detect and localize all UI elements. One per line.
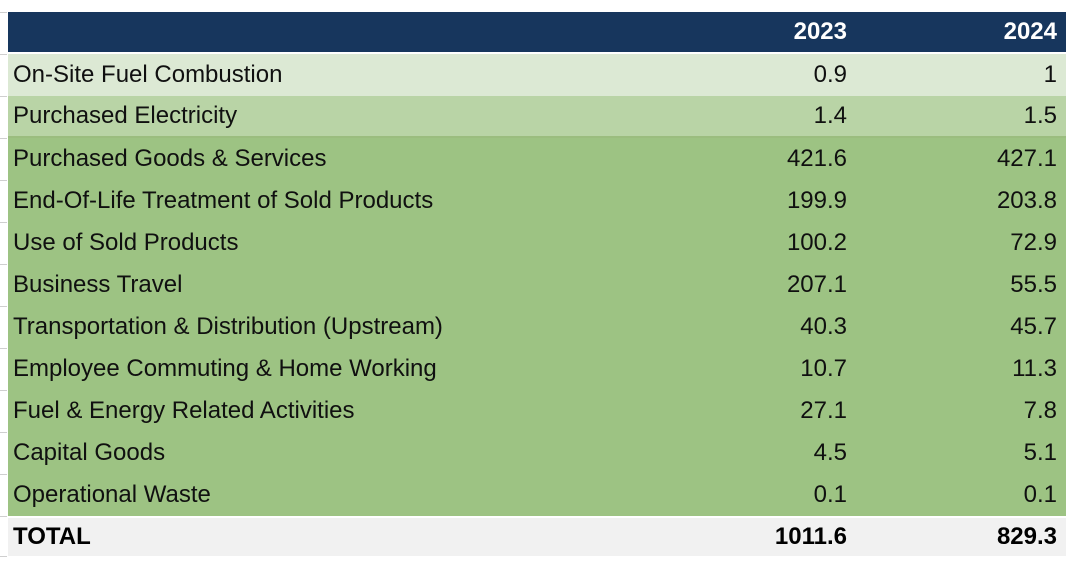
table-row: Capital Goods 4.5 5.1	[8, 432, 1066, 474]
value-2023-cell[interactable]: 27.1	[645, 390, 856, 432]
table-row: Purchased Electricity 1.4 1.5	[8, 96, 1066, 138]
value-2023-cell[interactable]: 40.3	[645, 306, 856, 348]
gridline-tick	[0, 306, 7, 307]
value-2024-cell[interactable]: 72.9	[856, 222, 1066, 264]
category-cell[interactable]: Operational Waste	[8, 474, 645, 516]
total-row: TOTAL 1011.6 829.3	[8, 516, 1066, 556]
gridline-tick	[0, 264, 7, 265]
total-2024-cell[interactable]: 829.3	[856, 516, 1066, 556]
table-body: On-Site Fuel Combustion 0.9 1 Purchased Ele…	[8, 54, 1066, 516]
category-cell[interactable]: End-Of-Life Treatment of Sold Products	[8, 180, 645, 222]
category-cell[interactable]: Transportation & Distribution (Upstream)	[8, 306, 645, 348]
table-row: Business Travel 207.1 55.5	[8, 264, 1066, 306]
gridline-tick	[0, 432, 7, 433]
value-2023-cell[interactable]: 0.1	[645, 474, 856, 516]
value-2024-cell[interactable]: 1.5	[856, 96, 1066, 138]
table-row: Use of Sold Products 100.2 72.9	[8, 222, 1066, 264]
emissions-table: 2023 2024 On-Site Fuel Combustion 0.9 1 Pur…	[8, 12, 1066, 556]
gridline-tick	[0, 54, 7, 55]
value-2024-cell[interactable]: 427.1	[856, 138, 1066, 180]
table-row: Transportation & Distribution (Upstream)…	[8, 306, 1066, 348]
category-cell[interactable]: Use of Sold Products	[8, 222, 645, 264]
value-2024-cell[interactable]: 7.8	[856, 390, 1066, 432]
value-2023-cell[interactable]: 207.1	[645, 264, 856, 306]
value-2023-cell[interactable]: 199.9	[645, 180, 856, 222]
gridline-tick	[0, 556, 7, 557]
table-row: Employee Commuting & Home Working 10.7 11.…	[8, 348, 1066, 390]
value-2024-cell[interactable]: 1	[856, 54, 1066, 96]
value-2024-cell[interactable]: 11.3	[856, 348, 1066, 390]
value-2024-cell[interactable]: 55.5	[856, 264, 1066, 306]
value-2023-cell[interactable]: 100.2	[645, 222, 856, 264]
value-2023-cell[interactable]: 0.9	[645, 54, 856, 96]
category-cell[interactable]: Capital Goods	[8, 432, 645, 474]
gridline-tick	[0, 180, 7, 181]
category-cell[interactable]: Business Travel	[8, 264, 645, 306]
table-header-row: 2023 2024	[8, 12, 1066, 54]
category-cell[interactable]: Employee Commuting & Home Working	[8, 348, 645, 390]
value-2024-cell[interactable]: 5.1	[856, 432, 1066, 474]
value-2024-cell[interactable]: 45.7	[856, 306, 1066, 348]
gridline-tick	[0, 138, 7, 139]
value-2023-cell[interactable]: 1.4	[645, 96, 856, 138]
gridline-tick	[0, 516, 7, 517]
gridline-tick	[0, 222, 7, 223]
gridline-tick	[0, 12, 7, 13]
category-cell[interactable]: Fuel & Energy Related Activities	[8, 390, 645, 432]
gridline-tick	[0, 348, 7, 349]
table-row: Operational Waste 0.1 0.1	[8, 474, 1066, 516]
table-row: On-Site Fuel Combustion 0.9 1	[8, 54, 1066, 96]
header-cell-2023[interactable]: 2023	[645, 12, 856, 54]
category-cell[interactable]: On-Site Fuel Combustion	[8, 54, 645, 96]
gridline-tick	[0, 474, 7, 475]
table-row: Purchased Goods & Services 421.6 427.1	[8, 138, 1066, 180]
category-cell[interactable]: Purchased Electricity	[8, 96, 645, 138]
value-2024-cell[interactable]: 203.8	[856, 180, 1066, 222]
value-2023-cell[interactable]: 10.7	[645, 348, 856, 390]
header-cell-category[interactable]	[8, 12, 645, 54]
total-2023-cell[interactable]: 1011.6	[645, 516, 856, 556]
value-2024-cell[interactable]: 0.1	[856, 474, 1066, 516]
value-2023-cell[interactable]: 4.5	[645, 432, 856, 474]
table-row: Fuel & Energy Related Activities 27.1 7.8	[8, 390, 1066, 432]
gridline-tick	[0, 96, 7, 97]
table-row: End-Of-Life Treatment of Sold Products 19…	[8, 180, 1066, 222]
header-cell-2024[interactable]: 2024	[856, 12, 1066, 54]
value-2023-cell[interactable]: 421.6	[645, 138, 856, 180]
gridline-tick	[0, 390, 7, 391]
total-label-cell[interactable]: TOTAL	[8, 516, 645, 556]
category-cell[interactable]: Purchased Goods & Services	[8, 138, 645, 180]
